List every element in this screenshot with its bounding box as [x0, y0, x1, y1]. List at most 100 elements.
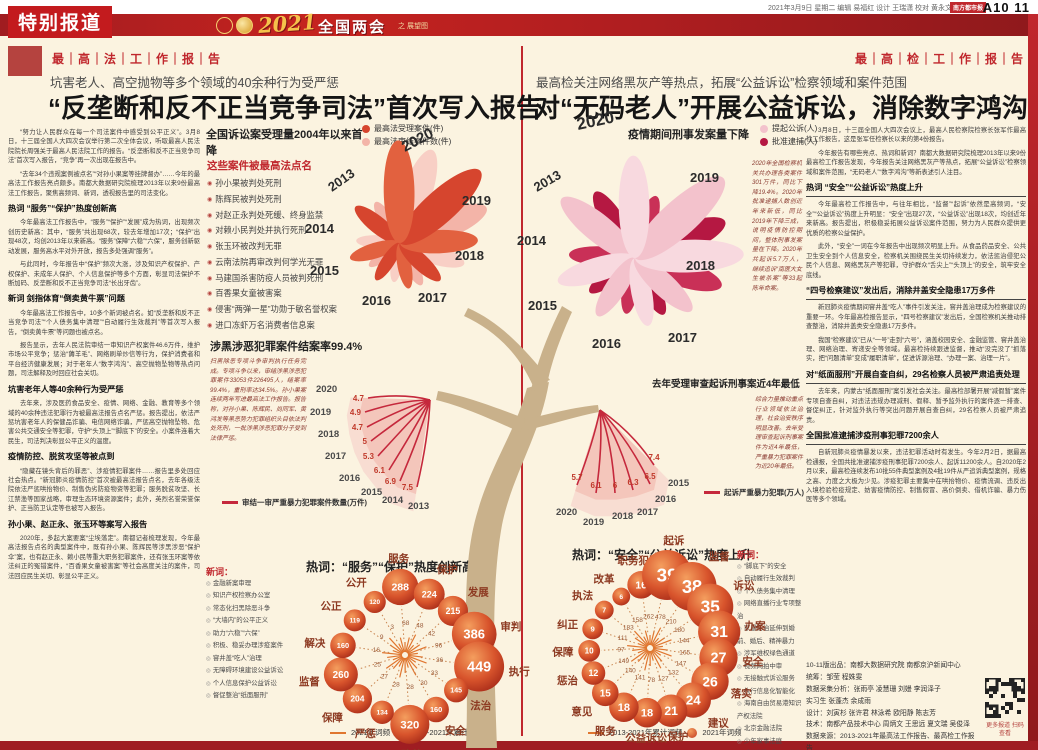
year-label: 2018 — [318, 429, 339, 440]
value-label: 6.9 — [385, 477, 397, 486]
year-label: 2016 — [362, 293, 391, 308]
stem-value: 36 — [436, 657, 444, 664]
stem-line — [665, 636, 698, 645]
petal — [633, 176, 726, 261]
new-words-right-box: 新词： “脚底下”的安全自动履行生效裁判个人债务集中清理网络直播行业专项整治家暴… — [737, 548, 803, 750]
burst-line — [627, 644, 648, 649]
word-bubble — [323, 657, 358, 692]
article-subhead: 孙小果、赵正永、张玉环等案写入报告 — [8, 519, 148, 529]
bubble-value: 24 — [686, 693, 701, 708]
legend-line — [222, 501, 238, 504]
value-label: 4.7 — [353, 394, 365, 403]
burst-line — [398, 643, 405, 653]
dandelion-left-legend: 2021年词频 2013-2021年累计词频 — [330, 727, 484, 738]
legend-label: 最高法受理案件(件) — [374, 124, 444, 133]
bubble-value: 27 — [711, 651, 727, 667]
word-bubble — [343, 609, 366, 632]
value-label: 5 — [363, 437, 368, 446]
stem-value: 25 — [374, 661, 382, 668]
article-paragraph: “努力让人民群众在每一个司法案件中感受到公平正义”。3月8日，十三届全国人大四次… — [8, 129, 200, 165]
left-headline: “反垄断和反不正当竞争司法”首次写入报告 — [48, 93, 543, 123]
word-bubble — [578, 640, 601, 662]
petal — [629, 257, 654, 326]
credits-line: 10-11版出品：南都大数据研究院 南都京沪新闻中心 — [806, 662, 961, 669]
stem-line — [604, 654, 636, 669]
year-label: 2017 — [418, 290, 447, 305]
bubble-value: 134 — [377, 710, 389, 717]
word-bubble — [667, 561, 717, 611]
burst-line — [405, 634, 417, 653]
new-word-item: 涉军维权绿色通道 — [737, 648, 803, 660]
legend-label: 批准逮捕(人) — [772, 137, 818, 146]
dandelion-right-title: 热词：“安全”“公益诉讼”热度上升 — [572, 548, 753, 562]
leaf-fan — [346, 397, 430, 512]
legend-bubble — [687, 727, 698, 738]
word-label: 纠正 — [557, 619, 578, 631]
article-paragraph: 自新冠肺炎疫情暴发以来，违法犯罪活动时有发生。今年2月2日，据最高检通报，全国共… — [806, 449, 1026, 504]
national-emblem-icon — [216, 17, 233, 34]
legend-line — [588, 731, 604, 734]
ginkgo-left-annotation: 扫黑除恶专项斗争审判执行任务完成。专项斗争以来，审结涉黑涉恶犯罪案件33053件… — [210, 359, 307, 442]
burst-line — [650, 627, 662, 646]
burst-line — [382, 651, 403, 656]
value-label: 6.1 — [590, 481, 602, 490]
year-label: 2015 — [668, 478, 690, 489]
petal — [633, 256, 693, 313]
new-word-item: 金融新案审理 — [206, 578, 298, 590]
article-subhead: 坑害老年人等40余种行为受严惩 — [8, 384, 124, 394]
burst-line — [407, 644, 421, 654]
article-paragraph: 今年最高法工作报告中，“服务”“保护”“发展”成为热词，出现频次创历史新高：其中… — [8, 219, 200, 255]
word-bubble — [627, 571, 655, 599]
burst-line — [388, 637, 404, 654]
word-bubble — [454, 641, 505, 692]
named-case-item: 百香果女童被害案 — [207, 286, 357, 302]
stem-line — [364, 626, 393, 647]
bubble-value: 288 — [391, 582, 409, 594]
stem-value: 158 — [632, 617, 643, 624]
legend-label: 最高法审结案件数(件) — [374, 137, 452, 146]
value-label: 6 — [613, 481, 618, 490]
left-article-column: “努力让人民群众在每一个司法案件中感受到公平正义”。3月8日，十三届全国人大四次… — [8, 128, 200, 738]
named-case-item: 对赖小民判处并执行死刑 — [207, 223, 357, 239]
word-bubble — [582, 618, 604, 640]
new-word-item: 督促整治“纸面服刑” — [206, 690, 298, 702]
stem-value: 210 — [666, 619, 677, 626]
value-label: 5.7 — [571, 473, 583, 482]
burst-line — [392, 656, 404, 670]
ginkgo-right-annotation: 综合力量推动重点行业领域依法治理，社会治安秩序明显改善。去年受理审查起诉刑事案件… — [755, 397, 804, 471]
petal — [589, 256, 636, 294]
stem-value: 183 — [623, 625, 634, 632]
burst-line — [392, 650, 403, 655]
year-label: 2016 — [592, 336, 621, 351]
fan-stem — [576, 409, 601, 486]
named-cases-title: 这些案件被最高法点名 — [207, 160, 312, 172]
stem-value: 68 — [402, 620, 410, 627]
word-label: 起诉 — [662, 534, 684, 547]
stem-value: 48 — [416, 622, 424, 629]
stem-value: 78 — [648, 677, 656, 684]
ginkgo-left-title: 涉黑涉恶犯罪案件结案率99.4% — [210, 341, 363, 353]
value-label: 5.3 — [363, 452, 375, 461]
year-label: 2019 — [690, 170, 719, 185]
year-label: 2017 — [668, 330, 697, 345]
burst-line — [650, 650, 662, 669]
stem-line — [417, 663, 446, 684]
fan-stem — [399, 399, 431, 482]
year-label: 2018 — [455, 248, 484, 263]
value-label: 4.9 — [350, 408, 362, 417]
word-label: 惩治 — [557, 674, 578, 687]
petal — [383, 140, 415, 244]
tree-branch — [464, 308, 550, 386]
article-paragraph: 今年最高检工作报告中，与往年相比，“监督”“起诉”依然是高频词，“安全”“公益诉… — [806, 201, 1026, 237]
burst-line — [652, 645, 663, 649]
stem-line — [420, 640, 453, 651]
bubble-value: 215 — [446, 606, 461, 616]
year-label: 2020 — [316, 384, 337, 395]
fan-stem — [599, 409, 634, 491]
word-bubble — [594, 600, 614, 620]
bubble-value: 16 — [635, 580, 647, 591]
burst-line — [637, 643, 648, 648]
